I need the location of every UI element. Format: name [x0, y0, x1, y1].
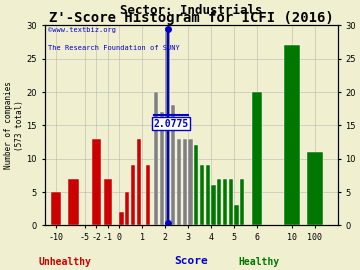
Bar [217, 179, 221, 225]
Bar [252, 92, 262, 225]
Bar [223, 179, 227, 225]
Bar [160, 112, 164, 225]
Bar [120, 212, 124, 225]
Bar [211, 185, 216, 225]
Text: Sector: Industrials: Sector: Industrials [120, 5, 262, 18]
Bar [68, 179, 78, 225]
Text: The Research Foundation of SUNY: The Research Foundation of SUNY [48, 45, 179, 52]
Text: ©www.textbiz.org: ©www.textbiz.org [48, 28, 116, 33]
X-axis label: Score: Score [174, 256, 208, 266]
Text: Unhealthy: Unhealthy [39, 256, 91, 266]
Text: 2.0775: 2.0775 [154, 119, 189, 129]
Bar [194, 145, 198, 225]
Bar [137, 139, 141, 225]
Bar [154, 92, 158, 225]
Bar [51, 192, 62, 225]
Bar [146, 165, 150, 225]
Bar [177, 139, 181, 225]
Bar [166, 32, 170, 225]
Bar [92, 139, 100, 225]
Bar [131, 165, 135, 225]
Bar [171, 105, 175, 225]
Bar [183, 139, 187, 225]
Bar [234, 205, 239, 225]
Bar [188, 139, 193, 225]
Title: Z'-Score Histogram for ICFI (2016): Z'-Score Histogram for ICFI (2016) [49, 11, 333, 25]
Bar [307, 152, 323, 225]
Y-axis label: Number of companies
(573 total): Number of companies (573 total) [4, 82, 23, 169]
Bar [104, 179, 112, 225]
Bar [125, 192, 130, 225]
Bar [284, 45, 300, 225]
Text: Healthy: Healthy [239, 256, 280, 266]
Bar [206, 165, 210, 225]
Bar [200, 165, 204, 225]
Bar [240, 179, 244, 225]
Bar [229, 179, 233, 225]
